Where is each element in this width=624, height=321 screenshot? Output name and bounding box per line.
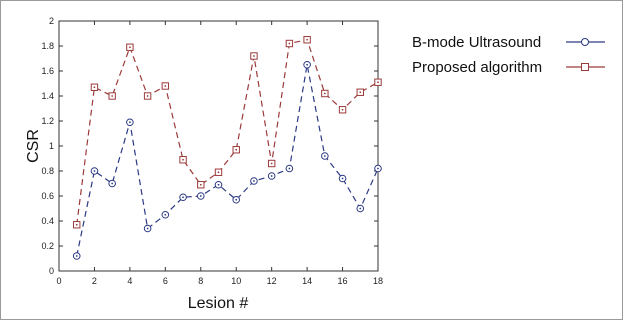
data-point-center	[182, 196, 184, 199]
series-proposed-algorithm	[73, 36, 382, 229]
legend-marker	[581, 63, 589, 71]
data-point-center	[270, 175, 273, 177]
data-point-center	[217, 183, 220, 186]
x-tick-label: 12	[267, 276, 277, 286]
y-tick-label: 0.2	[41, 241, 54, 251]
x-tick-label: 0	[56, 276, 61, 286]
data-point-center	[111, 182, 114, 185]
x-tick-label: 2	[92, 276, 97, 286]
x-tick-label: 10	[231, 276, 241, 286]
data-point-center	[288, 167, 291, 170]
data-point-center	[93, 170, 96, 172]
data-point-center	[182, 158, 184, 161]
data-point-center	[75, 223, 78, 226]
data-point-center	[306, 63, 309, 66]
legend-label: Proposed algorithm	[412, 59, 542, 76]
data-point-center	[253, 180, 255, 182]
x-tick-label: 14	[302, 276, 312, 286]
data-point-center	[217, 171, 220, 174]
data-point-center	[288, 42, 291, 45]
x-tick-label: 4	[127, 276, 132, 286]
y-tick-label: 2	[49, 16, 54, 26]
y-tick-label: 1.2	[41, 116, 54, 126]
data-point-center	[359, 91, 362, 94]
data-point-center	[323, 155, 326, 157]
data-point-center	[306, 38, 309, 41]
data-point-center	[199, 195, 202, 197]
y-tick-label: 1.8	[41, 41, 54, 51]
data-point-center	[377, 167, 379, 170]
y-tick-label: 1.4	[41, 91, 54, 101]
data-point-center	[111, 95, 114, 97]
y-tick-label: 0.8	[41, 166, 54, 176]
data-point-center	[146, 227, 149, 230]
x-axis-label: Lesion #	[188, 295, 249, 312]
data-point-center	[341, 177, 344, 180]
data-point-center	[75, 255, 78, 257]
data-point-center	[128, 121, 131, 124]
data-point-center	[235, 148, 238, 151]
x-tick-label: 16	[338, 276, 348, 286]
series-layer	[72, 36, 382, 260]
data-point-center	[377, 81, 379, 84]
data-point-center	[341, 108, 344, 111]
data-point-center	[199, 183, 202, 186]
plot-area	[58, 20, 379, 272]
data-point-center	[93, 86, 96, 89]
data-point-center	[253, 55, 255, 57]
y-tick-label: 1	[49, 141, 54, 151]
y-tick-label: 0.4	[41, 216, 54, 226]
legend-marker	[581, 38, 589, 46]
y-tick-label: 0	[49, 266, 54, 276]
legend-label: B-mode Ultrasound	[412, 34, 541, 51]
series-b-mode-ultrasound	[72, 60, 382, 260]
y-tick-label: 1.6	[41, 66, 54, 76]
data-point-center	[164, 85, 167, 87]
x-axis: 0 2 4 6 8 10 12 14 16 18	[56, 21, 383, 286]
x-tick-label: 8	[198, 276, 203, 286]
data-point-center	[128, 46, 131, 49]
y-tick-label: 0.6	[41, 191, 54, 201]
data-point-center	[235, 198, 238, 201]
data-point-center	[270, 162, 273, 165]
data-point-center	[323, 92, 326, 95]
data-point-center	[164, 213, 167, 216]
x-tick-label: 18	[373, 276, 383, 286]
data-point-center	[146, 95, 149, 97]
y-axis-label: CSR	[25, 129, 42, 163]
data-point-center	[359, 207, 362, 210]
legend: B-mode Ultrasound Proposed algorithm	[412, 34, 605, 76]
series-line	[76, 64, 379, 257]
x-tick-label: 6	[163, 276, 168, 286]
